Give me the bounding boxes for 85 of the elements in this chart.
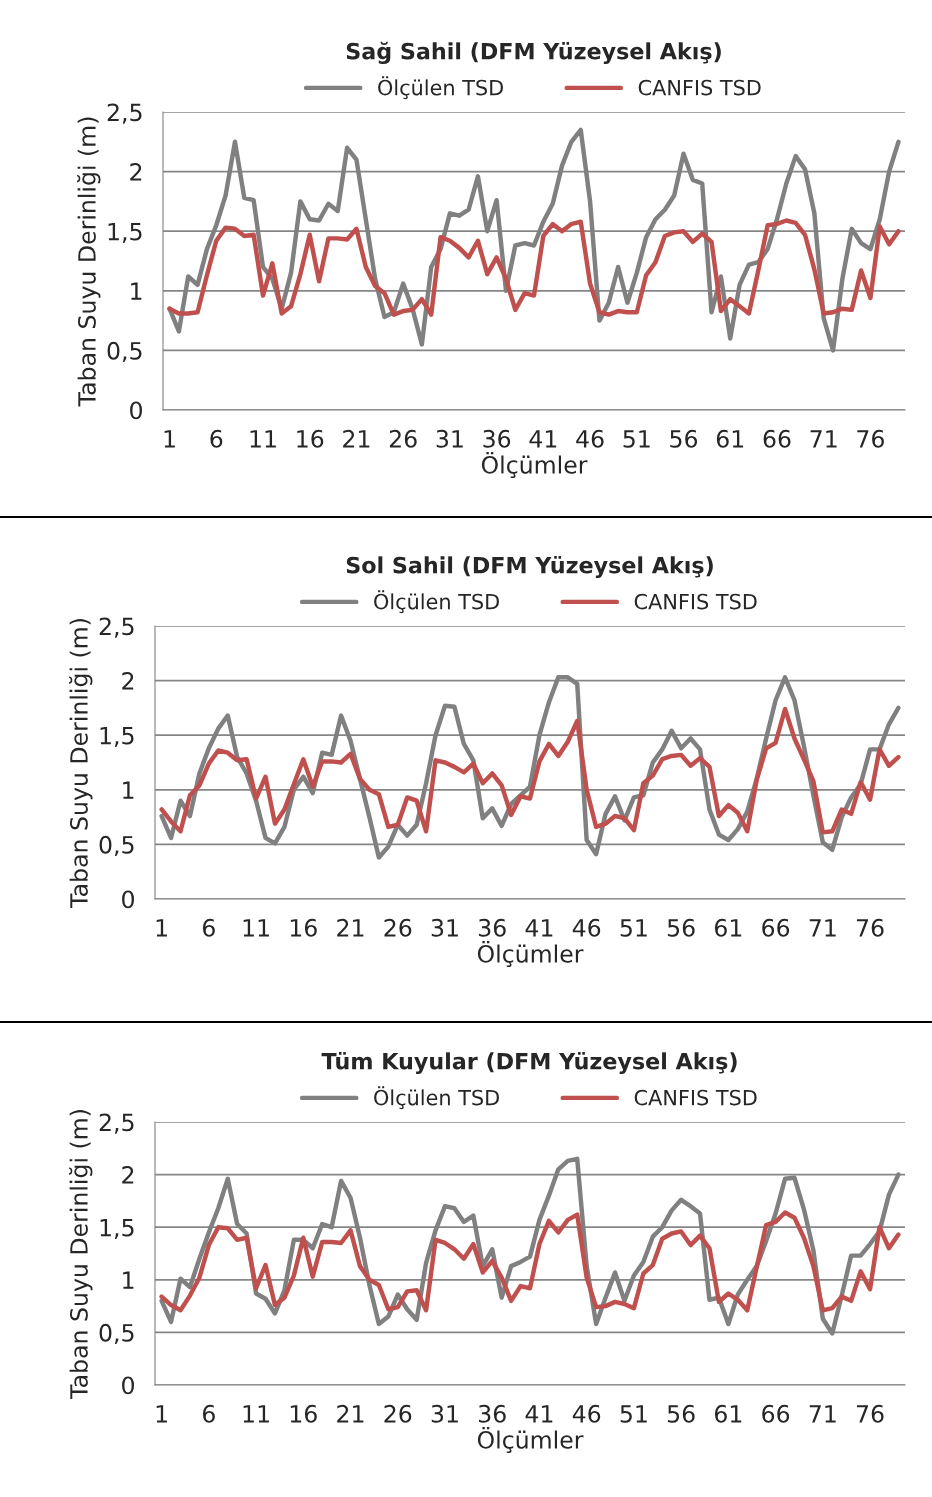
- x-tick-label: 56: [667, 1404, 695, 1423]
- x-tick-label: 26: [384, 1404, 412, 1423]
- x-tick-label: 46: [576, 429, 604, 448]
- x-tick-label: 51: [620, 919, 647, 937]
- x-tick-label: 76: [856, 1404, 884, 1423]
- x-tick-label: 21: [337, 1404, 364, 1423]
- line-series: [167, 127, 901, 353]
- legend-label: Ölçülen TSD: [374, 1086, 499, 1110]
- x-tick-label: 6: [202, 1404, 215, 1423]
- chart-title: Tüm Kuyular (DFM Yüzeysel Akış): [321, 1052, 737, 1075]
- x-tick-label: 21: [337, 918, 364, 937]
- x-tick-label: 6: [202, 918, 215, 937]
- x-tick-label: 11: [243, 1405, 269, 1423]
- y-axis-title: Taban Suyu Derinliği (m): [69, 619, 93, 908]
- y-tick-label: 0,5: [99, 1323, 134, 1345]
- legend-label: CANFIS TSD: [634, 593, 757, 610]
- y-tick-label: 2: [130, 163, 142, 181]
- x-tick-label: 36: [478, 1404, 506, 1423]
- y-axis-title: Taban Suyu Derinliği (m): [69, 1110, 93, 1399]
- y-tick-label: 1,5: [108, 222, 142, 243]
- x-tick-label: 76: [856, 918, 884, 937]
- x-tick-label: 56: [667, 918, 695, 937]
- y-tick-label: 2,5: [99, 1113, 134, 1134]
- x-tick-label: 66: [763, 429, 791, 448]
- x-tick-label: 16: [290, 918, 317, 937]
- legend-label: Ölçülen TSD: [378, 76, 503, 100]
- x-tick-label: 61: [714, 1404, 742, 1423]
- y-tick-label: 1: [123, 1271, 134, 1289]
- x-tick-label: 16: [290, 1404, 317, 1423]
- chart-title: Sol Sahil (DFM Yüzeysel Akış): [346, 556, 713, 579]
- y-tick-label: 2,5: [107, 103, 142, 124]
- legend-label: Ölçülen TSD: [374, 590, 499, 614]
- x-tick-label: 11: [250, 430, 276, 448]
- line-series: [159, 706, 901, 835]
- x-tick-label: 71: [809, 919, 836, 937]
- x-tick-label: 21: [343, 429, 370, 448]
- x-tick-label: 41: [525, 1405, 553, 1423]
- x-tick-label: 1: [156, 1405, 167, 1423]
- y-tick-label: 2,5: [99, 617, 134, 638]
- y-tick-label: 0,5: [99, 835, 134, 857]
- line-series: [159, 1210, 901, 1313]
- y-tick-label: 1: [123, 781, 134, 799]
- y-tick-label: 1,5: [100, 1218, 134, 1239]
- x-tick-label: 76: [857, 429, 884, 448]
- x-tick-label: 11: [243, 919, 269, 937]
- x-tick-label: 1: [164, 430, 175, 448]
- y-tick-label: 1,5: [100, 726, 134, 747]
- x-tick-label: 6: [210, 429, 223, 448]
- y-tick-label: 1: [131, 282, 142, 300]
- x-tick-label: 46: [572, 918, 601, 937]
- y-tick-label: 0: [130, 401, 142, 420]
- y-tick-label: 0,5: [107, 341, 142, 363]
- x-tick-label: 31: [431, 918, 458, 937]
- x-axis-title: Ölçümler: [477, 940, 584, 967]
- x-tick-label: 26: [384, 918, 412, 937]
- x-tick-label: 36: [478, 918, 506, 937]
- x-tick-label: 71: [810, 430, 837, 448]
- legend-label: CANFIS TSD: [638, 79, 761, 96]
- x-tick-label: 56: [670, 429, 698, 448]
- y-tick-label: 0: [122, 890, 134, 909]
- legend-label: CANFIS TSD: [634, 1089, 757, 1106]
- x-tick-label: 61: [714, 918, 742, 937]
- line-series: [167, 218, 901, 317]
- y-axis-title: Taban Suyu Derinliği (m): [77, 117, 101, 407]
- y-tick-label: 2: [122, 672, 134, 690]
- x-tick-label: 41: [525, 919, 553, 937]
- x-tick-label: 31: [436, 429, 463, 448]
- x-tick-label: 66: [762, 1404, 790, 1423]
- chart-title: Sağ Sahil (DFM Yüzeysel Akış): [346, 41, 721, 65]
- x-tick-label: 61: [716, 429, 744, 448]
- x-tick-label: 51: [620, 1405, 647, 1423]
- x-tick-label: 66: [762, 918, 790, 937]
- x-tick-label: 51: [623, 430, 650, 448]
- x-tick-label: 36: [483, 429, 511, 448]
- x-tick-label: 16: [297, 429, 324, 448]
- x-tick-label: 71: [809, 1405, 836, 1423]
- x-tick-label: 46: [572, 1404, 601, 1423]
- y-tick-label: 2: [122, 1166, 134, 1184]
- y-tick-label: 0: [122, 1376, 134, 1395]
- x-tick-label: 41: [529, 430, 557, 448]
- x-axis-title: Ölçümler: [477, 1426, 584, 1453]
- x-tick-label: 31: [431, 1404, 458, 1423]
- x-tick-label: 1: [156, 919, 167, 937]
- x-axis-title: Ölçümler: [481, 451, 588, 478]
- x-tick-label: 26: [389, 429, 417, 448]
